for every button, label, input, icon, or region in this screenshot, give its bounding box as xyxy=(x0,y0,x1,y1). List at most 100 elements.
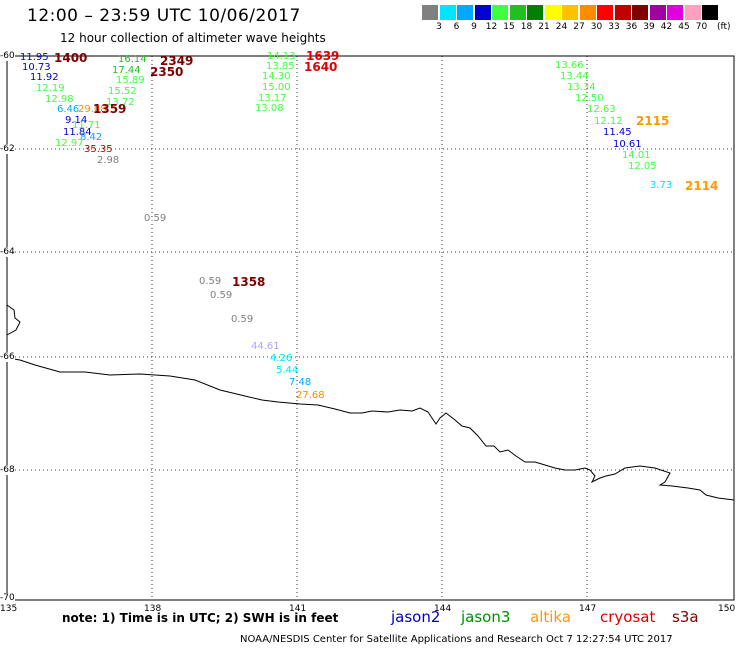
swh-observation: 13.72 xyxy=(106,97,135,108)
swh-observation: 12.05 xyxy=(628,161,657,172)
swh-observation: 10.73 xyxy=(22,62,51,73)
legend-swatch xyxy=(684,5,701,20)
swh-observation: 12.12 xyxy=(594,116,623,127)
swh-observation: 10.61 xyxy=(613,139,642,150)
legend-swatch xyxy=(597,5,613,20)
legend-label: 9 xyxy=(471,22,477,32)
swh-observation: 3.73 xyxy=(650,180,673,191)
satellite-name: cryosat xyxy=(600,608,656,626)
legend-swatch xyxy=(422,5,438,20)
map-title: 12:00 – 23:59 UTC 10/06/2017 xyxy=(27,6,301,26)
lat-tick-label: -60 xyxy=(0,51,15,61)
legend-swatch xyxy=(439,5,456,20)
legend-swatch xyxy=(667,5,683,20)
satellite-name: altika xyxy=(530,608,572,626)
graticule xyxy=(7,56,734,600)
swh-observation: 15.89 xyxy=(116,75,145,86)
swh-observation: 11.95 xyxy=(20,52,49,63)
satellite-name: jason3 xyxy=(461,608,511,626)
legend-swatch xyxy=(544,5,561,20)
swh-observation: 11.84 xyxy=(63,127,92,138)
swh-observation: 13.34 xyxy=(567,82,596,93)
lat-tick-label: -62 xyxy=(0,144,15,154)
pass-time-label: 2349 xyxy=(160,54,194,68)
legend-label: 39 xyxy=(643,22,655,32)
legend-swatch xyxy=(474,5,491,20)
legend-swatch xyxy=(614,5,631,20)
legend-swatch xyxy=(649,5,666,20)
swh-observation: 11.71 xyxy=(72,120,101,131)
antarctic-coastline xyxy=(6,304,735,501)
pass-time-label: 2114 xyxy=(685,179,719,193)
swh-observation: 14.30 xyxy=(262,71,291,82)
swh-observation: 44.61 xyxy=(251,341,280,352)
legend-label: 30 xyxy=(590,22,603,32)
footnote: note: 1) Time is in UTC; 2) SWH is in fe… xyxy=(62,611,339,625)
pass-time-label: 2350 xyxy=(150,65,184,79)
swh-observation: 16.14 xyxy=(118,54,147,65)
swh-observation: 4.26 xyxy=(270,353,293,364)
swh-observation: 12.19 xyxy=(36,83,65,94)
swh-observation: 13.08 xyxy=(255,103,284,114)
swh-observation: 7.48 xyxy=(289,377,312,388)
legend-swatch xyxy=(579,5,596,20)
swh-observation: 12.98 xyxy=(45,94,74,105)
swh-observation: 27.68 xyxy=(296,390,325,401)
plot-frame xyxy=(6,55,735,601)
swh-observation: 13.66 xyxy=(555,60,584,71)
legend-label: 27 xyxy=(573,22,585,32)
legend-label: 42 xyxy=(660,22,673,32)
swh-observation: 12.50 xyxy=(575,93,604,104)
legend-label: 15 xyxy=(503,22,515,32)
swh-observation: 0.59 xyxy=(199,276,222,287)
swh-observation: 17.44 xyxy=(112,65,141,76)
lon-tick-label: 150 xyxy=(718,604,736,614)
lon-tick-label: 141 xyxy=(289,604,307,614)
swh-observation: 14.01 xyxy=(622,150,651,161)
lat-tick-label: -64 xyxy=(0,247,15,257)
legend-label: 24 xyxy=(555,22,568,32)
legend-label: 33 xyxy=(608,22,620,32)
pass-time-label: 1358 xyxy=(232,275,266,289)
legend-label: 18 xyxy=(520,22,533,32)
pass-time-label: 2115 xyxy=(636,114,670,128)
swh-observation: 13.17 xyxy=(258,93,287,104)
swh-observation: 14.13 xyxy=(267,51,296,62)
swh-observation: 29.08 xyxy=(78,104,107,115)
map-subtitle: 12 hour collection of altimeter wave hei… xyxy=(60,31,326,45)
swh-observation: 8.42 xyxy=(80,132,103,143)
credit-line: NOAA/NESDIS Center for Satellite Applica… xyxy=(240,634,673,645)
legend-swatch xyxy=(702,5,718,20)
swh-observation: 11.45 xyxy=(603,127,632,138)
legend-swatch xyxy=(509,5,526,20)
swh-observation: 2.98 xyxy=(97,155,120,166)
legend-label: 45 xyxy=(678,22,690,32)
legend-swatch xyxy=(457,5,473,20)
legend-label: 21 xyxy=(538,22,550,32)
lat-tick-label: -68 xyxy=(0,465,15,475)
satellite-name: jason2 xyxy=(391,608,441,626)
swh-observation: 11.92 xyxy=(30,72,59,83)
legend-label: 70 xyxy=(695,22,708,32)
lon-tick-label: 144 xyxy=(434,604,452,614)
legend-swatch xyxy=(492,5,508,20)
legend-label: 12 xyxy=(485,22,498,32)
lon-tick-label: 135 xyxy=(0,604,18,614)
legend-label: 3 xyxy=(436,22,442,32)
pass-time-label: 1639 xyxy=(306,49,340,63)
swh-observation: 5.44 xyxy=(276,365,299,376)
swh-observation: 6.46 xyxy=(57,104,80,115)
pass-time-label: 1640 xyxy=(304,60,338,74)
legend-swatch xyxy=(527,5,543,20)
swh-observation: 13.85 xyxy=(266,61,295,72)
satellite-name: s3a xyxy=(672,608,699,626)
swh-observation: 12.97 xyxy=(55,138,84,149)
pass-time-label: 1359 xyxy=(93,102,127,116)
swh-observation: 35.35 xyxy=(84,144,113,155)
swh-observation: 0.59 xyxy=(231,314,254,325)
swh-observation: 15.52 xyxy=(108,86,137,97)
swh-observation: 13.44 xyxy=(560,71,589,82)
legend-label: 36 xyxy=(625,22,638,32)
